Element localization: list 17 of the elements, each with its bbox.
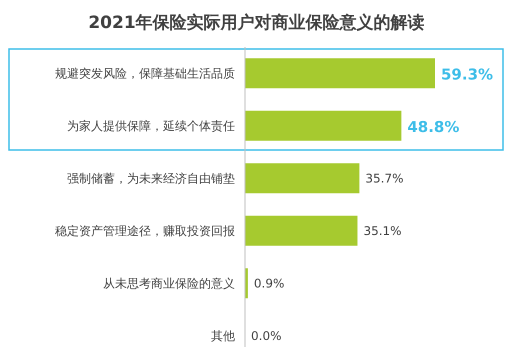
bar (245, 110, 402, 141)
chart-title: 2021年保险实际用户对商业保险意义的解读 (88, 13, 425, 33)
bar (245, 163, 360, 194)
data-label: 35.1% (363, 224, 402, 238)
y-tick-label: 强制储蓄，为未来经济自由铺垫 (67, 171, 235, 186)
y-tick-label: 为家人提供保障，延续个体责任 (67, 118, 235, 133)
data-label: 0.0% (251, 328, 282, 343)
data-label: 35.7% (365, 171, 404, 186)
bar (245, 216, 358, 246)
data-label: 48.8% (407, 118, 460, 136)
y-tick-label: 其他 (211, 328, 235, 343)
y-tick-label: 从未思考商业保险的意义 (103, 276, 235, 290)
data-label: 59.3% (441, 65, 494, 84)
bar (245, 58, 435, 88)
data-label: 0.9% (254, 276, 284, 290)
y-tick-label: 规避突发风险，保障基础生活品质 (55, 66, 235, 80)
y-tick-label: 稳定资产管理途径，赚取投资回报 (55, 224, 235, 238)
